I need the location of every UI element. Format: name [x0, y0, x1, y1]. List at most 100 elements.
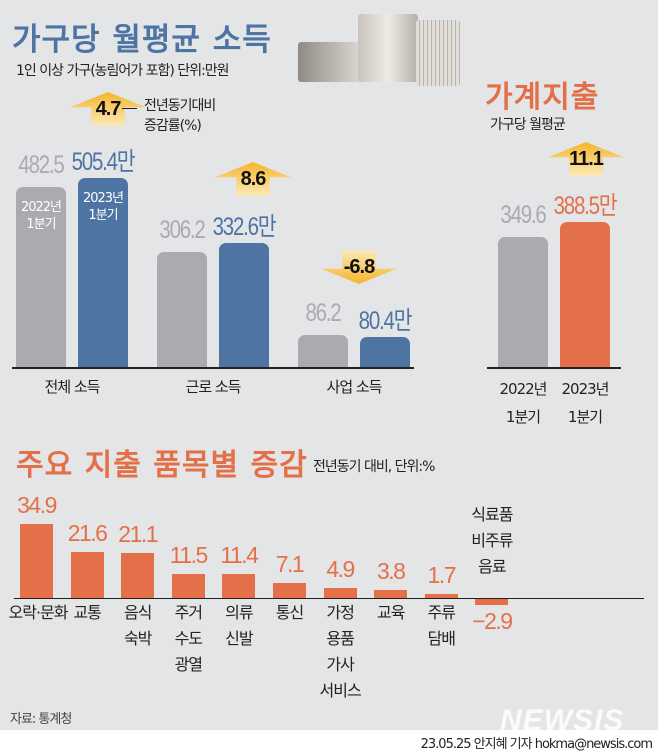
- category-line: 광열: [174, 655, 203, 674]
- income-title: 가구당 월평균 소득: [12, 22, 272, 58]
- item-value-label: −2.9: [472, 608, 513, 634]
- value-label-2023: 332.6만: [212, 212, 277, 241]
- period-quarter: 1분기: [505, 408, 541, 426]
- source-note: 자료: 통계청: [10, 712, 72, 727]
- item-bar: [323, 587, 357, 598]
- expense-value-label: 349.6: [500, 200, 546, 229]
- value-label-2022: 86.2: [305, 298, 341, 327]
- period-label-in-bar: 2022년 1분기: [16, 199, 66, 233]
- legend-note: 전년동기대비 증감률(%): [144, 96, 216, 136]
- income-baseline: [12, 367, 414, 369]
- category-line: 수도: [174, 629, 203, 648]
- up-arrow-icon: 11.1: [548, 142, 624, 176]
- category-line: 교육: [376, 603, 405, 622]
- item-value-label: 34.9: [17, 492, 57, 518]
- category-line: 음료: [478, 557, 506, 576]
- category-label: 사업 소득: [326, 378, 383, 396]
- category-line: 식료품: [471, 505, 513, 524]
- value-label-2023: 505.4만: [71, 147, 136, 176]
- item-value-label: 11.4: [220, 541, 259, 568]
- item-category-label: 식료품 비주류 음료: [462, 502, 522, 580]
- item-category-label: 통신: [260, 600, 320, 626]
- bar-2023: [219, 242, 269, 367]
- item-value-label: 21.1: [118, 521, 158, 548]
- expense-value-label: 388.5만: [553, 192, 618, 221]
- category-line: 통신: [275, 603, 304, 622]
- period-quarter: 1분기: [567, 408, 603, 426]
- item-value-label: 3.8: [376, 557, 406, 584]
- category-line: 신발: [225, 629, 253, 648]
- period-label-in-bar: 2023년 1분기: [78, 190, 128, 224]
- items-subtitle: 전년동기 대비, 단위:%: [313, 459, 435, 475]
- category-label: 전체 소득: [44, 378, 101, 396]
- value-label-2022: 482.5: [18, 150, 64, 179]
- item-bar: [424, 594, 458, 598]
- category-label: 근로 소득: [185, 378, 242, 396]
- item-bar: [475, 599, 509, 606]
- value-label-2022: 306.2: [159, 216, 205, 245]
- item-bar: [374, 589, 408, 598]
- bar-2022: [157, 252, 207, 367]
- item-value-label: 7.1: [275, 550, 305, 577]
- item-bar: [171, 573, 205, 598]
- period-quarter: 1분기: [26, 216, 56, 232]
- income-subtitle: 1인 이상 가구(농림어가 포함) 단위:만원: [16, 63, 230, 79]
- category-line: 음식: [123, 603, 152, 622]
- item-category-label: 교통: [57, 600, 117, 626]
- expense-subtitle: 가구당 월평균: [490, 117, 566, 133]
- period-quarter: 1분기: [88, 207, 118, 223]
- items-title: 주요 지출 품목별 증감: [16, 448, 308, 483]
- item-value-label: 1.7: [427, 562, 457, 589]
- bar-2022: [16, 186, 66, 367]
- category-line: 가사: [326, 655, 354, 674]
- change-pct-label: 8.6: [240, 168, 267, 190]
- legend-note-line1: 전년동기대비: [144, 98, 216, 114]
- item-bar: [20, 524, 53, 598]
- expense-period-label: 2023년 1분기: [552, 375, 618, 431]
- bar-2023: [78, 177, 128, 367]
- category-line: 주류: [427, 603, 456, 622]
- category-line: 의류: [225, 603, 253, 622]
- expense-baseline: [487, 367, 621, 369]
- period-year: 2022년: [20, 199, 62, 215]
- money-stack-icon: [298, 14, 462, 86]
- category-line: 숙박: [123, 629, 152, 648]
- legend-up-arrow-icon: 4.7: [70, 92, 146, 126]
- category-line: 가정: [326, 603, 354, 622]
- period-year: 2022년: [499, 380, 548, 398]
- legend-leader-line: [122, 108, 137, 109]
- bar-2023: [360, 336, 410, 367]
- expense-bar-2022: [498, 236, 548, 367]
- category-line: 담배: [427, 629, 456, 648]
- bar-2022: [298, 334, 348, 367]
- item-bar: [70, 552, 104, 598]
- item-bar: [273, 582, 306, 598]
- item-value-label: 4.9: [326, 555, 355, 582]
- category-line: 주거: [174, 603, 203, 622]
- legend-note-line2: 증감률(%): [144, 118, 202, 134]
- item-bar: [222, 573, 256, 598]
- value-label-2023: 80.4만: [358, 306, 413, 335]
- up-arrow-icon: 8.6: [215, 162, 291, 196]
- item-category-label: 오락·문화: [0, 600, 76, 626]
- down-arrow-icon: -6.8: [321, 250, 397, 284]
- items-baseline: [14, 598, 644, 599]
- period-year: 2023년: [82, 190, 124, 206]
- category-line: 교통: [73, 603, 101, 622]
- category-line: 용품: [326, 629, 354, 648]
- expense-period-label: 2022년 1분기: [490, 375, 556, 431]
- item-value-label: 21.6: [67, 520, 108, 547]
- expense-title: 가계지출: [485, 80, 600, 115]
- item-category-label: 교육: [361, 600, 421, 626]
- category-line: 서비스: [319, 681, 362, 700]
- expense-bar-2023: [560, 222, 610, 367]
- category-line: 오락·문화: [8, 603, 69, 622]
- change-pct-label: 11.1: [569, 148, 604, 170]
- period-year: 2023년: [561, 380, 610, 398]
- item-bar: [121, 553, 155, 598]
